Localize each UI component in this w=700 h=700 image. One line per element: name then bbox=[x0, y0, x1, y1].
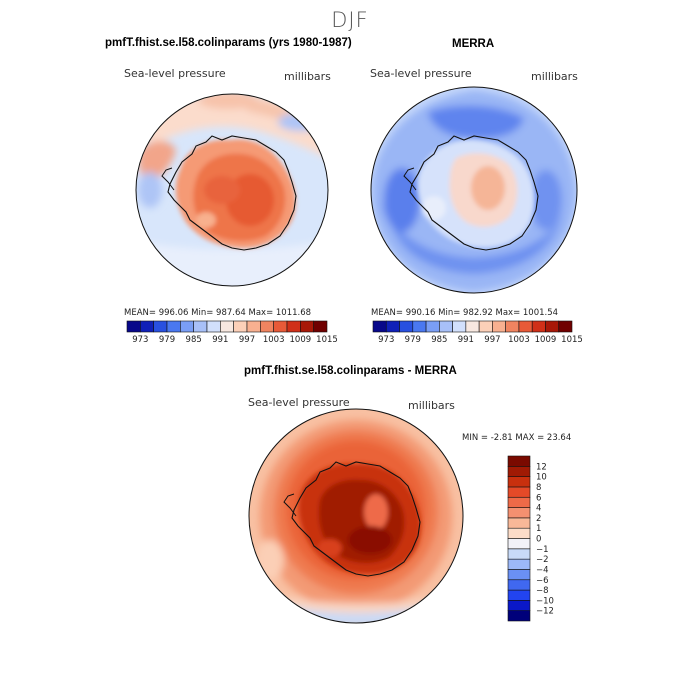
map1-polar-plot bbox=[135, 93, 329, 287]
colorbar1-swatch-2 bbox=[153, 320, 168, 333]
colorbar3-swatch-4 bbox=[507, 569, 531, 581]
colorbar3-tick-label: −8 bbox=[536, 586, 549, 596]
colorbar1-swatch-5 bbox=[193, 320, 208, 333]
colorbar-panel1: 973 979 985 991 997 1003 1009 1015 bbox=[126, 320, 338, 345]
colorbar3-tick-label: 4 bbox=[536, 504, 541, 514]
colorbar3-tick-label: 12 bbox=[536, 462, 547, 472]
colorbar2-swatch-1 bbox=[385, 320, 400, 333]
colorbar3-swatch-3 bbox=[507, 579, 531, 591]
panel3-stats: MIN = -2.81 MAX = 23.64 bbox=[462, 433, 572, 443]
colorbar3-tick-label: −6 bbox=[536, 576, 549, 586]
colorbar2-tick-label: 973 bbox=[378, 335, 394, 345]
colorbar2-swatch-7 bbox=[465, 320, 480, 333]
colorbar2-swatch-6 bbox=[452, 320, 467, 333]
panel1-title: pmfT.fhist.se.l58.colinparams (yrs 1980-… bbox=[105, 37, 352, 49]
colorbar1-swatch-7 bbox=[220, 320, 234, 333]
colorbar2-tick-label: 979 bbox=[405, 335, 421, 345]
colorbar3-swatch-0 bbox=[507, 610, 531, 622]
colorbar1-swatch-6 bbox=[206, 320, 221, 333]
colorbar1-swatch-11 bbox=[273, 320, 288, 333]
colorbar3-swatch-15 bbox=[507, 455, 531, 467]
colorbar1-swatch-10 bbox=[260, 320, 274, 333]
panel3-variable-label: Sea-level pressure bbox=[248, 396, 350, 409]
colorbar2-tick-label: 1015 bbox=[561, 335, 583, 345]
colorbar3-swatch-1 bbox=[507, 600, 531, 611]
colorbar1-swatch-9 bbox=[246, 320, 261, 333]
colorbar3-tick-label: −4 bbox=[536, 565, 549, 575]
colorbar3-swatch-12 bbox=[507, 486, 531, 498]
colorbar2-swatch-13 bbox=[545, 320, 560, 333]
colorbar3-swatch-2 bbox=[507, 589, 531, 601]
colorbar2-swatch-0 bbox=[372, 320, 387, 333]
colorbar2-tick-label: 997 bbox=[484, 335, 500, 345]
colorbar1-swatch-12 bbox=[286, 320, 301, 333]
panel2-units-label: millibars bbox=[531, 70, 578, 83]
colorbar1-swatch-1 bbox=[140, 320, 154, 333]
colorbar3-swatch-8 bbox=[507, 527, 531, 539]
colorbar1-tick-label: 997 bbox=[239, 335, 255, 345]
colorbar2-tick-label: 1009 bbox=[535, 335, 557, 345]
panel3-units-label: millibars bbox=[408, 399, 455, 412]
panel1-variable-label: Sea-level pressure bbox=[124, 67, 226, 80]
panel2-stats: MEAN= 990.16 Min= 982.92 Max= 1001.54 bbox=[371, 308, 559, 318]
colorbar3-tick-label: −12 bbox=[536, 607, 554, 617]
colorbar-panel2: 973 979 985 991 997 1003 1009 1015 bbox=[372, 320, 583, 345]
colorbar3-swatch-13 bbox=[507, 476, 531, 488]
colorbar2-swatch-12 bbox=[531, 320, 546, 333]
colorbar3-swatch-11 bbox=[507, 496, 531, 508]
colorbar2-swatch-4 bbox=[425, 320, 440, 333]
panel3-title: pmfT.fhist.se.l58.colinparams - MERRA bbox=[244, 365, 457, 377]
colorbar1-tick-label: 1009 bbox=[290, 335, 312, 345]
colorbar3-swatch-6 bbox=[507, 548, 531, 560]
colorbar3-swatch-10 bbox=[507, 507, 531, 519]
colorbar1-swatch-13 bbox=[300, 320, 314, 333]
colorbar1-tick-label: 985 bbox=[186, 335, 202, 345]
colorbar1-swatch-14 bbox=[313, 320, 328, 333]
panel1-units-label: millibars bbox=[284, 70, 331, 83]
colorbar2-swatch-8 bbox=[478, 320, 493, 333]
colorbar1-swatch-8 bbox=[233, 320, 248, 333]
colorbar3-swatch-7 bbox=[507, 538, 531, 550]
colorbar3-tick-label: −2 bbox=[536, 555, 549, 565]
map3-polar-plot bbox=[248, 408, 464, 624]
colorbar3-swatch-9 bbox=[507, 517, 531, 529]
figure-season-title: DJF bbox=[331, 8, 369, 32]
panel1-stats: MEAN= 996.06 Min= 987.64 Max= 1011.68 bbox=[124, 308, 312, 318]
colorbar3-tick-label: 10 bbox=[536, 473, 547, 483]
panel2-title: MERRA bbox=[452, 38, 495, 50]
colorbar2-swatch-2 bbox=[399, 320, 414, 333]
colorbar3-tick-label: 8 bbox=[536, 483, 541, 493]
colorbar3-swatch-5 bbox=[507, 558, 531, 570]
colorbar2-swatch-3 bbox=[412, 320, 427, 333]
colorbar1-tick-label: 1003 bbox=[263, 335, 285, 345]
colorbar1-swatch-0 bbox=[126, 320, 141, 333]
colorbar1-swatch-4 bbox=[180, 320, 194, 333]
colorbar2-swatch-14 bbox=[558, 320, 573, 333]
map2-polar-plot bbox=[370, 86, 578, 294]
colorbar1-tick-label: 979 bbox=[159, 335, 175, 345]
colorbar2-swatch-9 bbox=[492, 320, 506, 333]
colorbar2-tick-label: 1003 bbox=[508, 335, 530, 345]
colorbar2-tick-label: 985 bbox=[431, 335, 447, 345]
colorbar3-swatch-14 bbox=[507, 466, 531, 477]
panel2-variable-label: Sea-level pressure bbox=[370, 67, 472, 80]
colorbar2-tick-label: 991 bbox=[458, 335, 474, 345]
colorbar3-tick-label: 2 bbox=[536, 514, 541, 524]
colorbar3-tick-label: 1 bbox=[536, 524, 541, 534]
colorbar1-tick-label: 991 bbox=[212, 335, 228, 345]
colorbar3-tick-label: −1 bbox=[536, 545, 549, 555]
colorbar1-tick-label: 1015 bbox=[316, 335, 338, 345]
colorbar3-tick-label: 6 bbox=[536, 493, 541, 503]
colorbar2-swatch-11 bbox=[518, 320, 533, 333]
colorbar2-swatch-10 bbox=[505, 320, 520, 333]
colorbar2-swatch-5 bbox=[439, 320, 453, 333]
colorbar3-tick-label: −10 bbox=[536, 596, 554, 606]
colorbar1-tick-label: 973 bbox=[132, 335, 148, 345]
colorbar1-swatch-3 bbox=[166, 320, 181, 333]
colorbar3-tick-label: 0 bbox=[536, 535, 541, 545]
